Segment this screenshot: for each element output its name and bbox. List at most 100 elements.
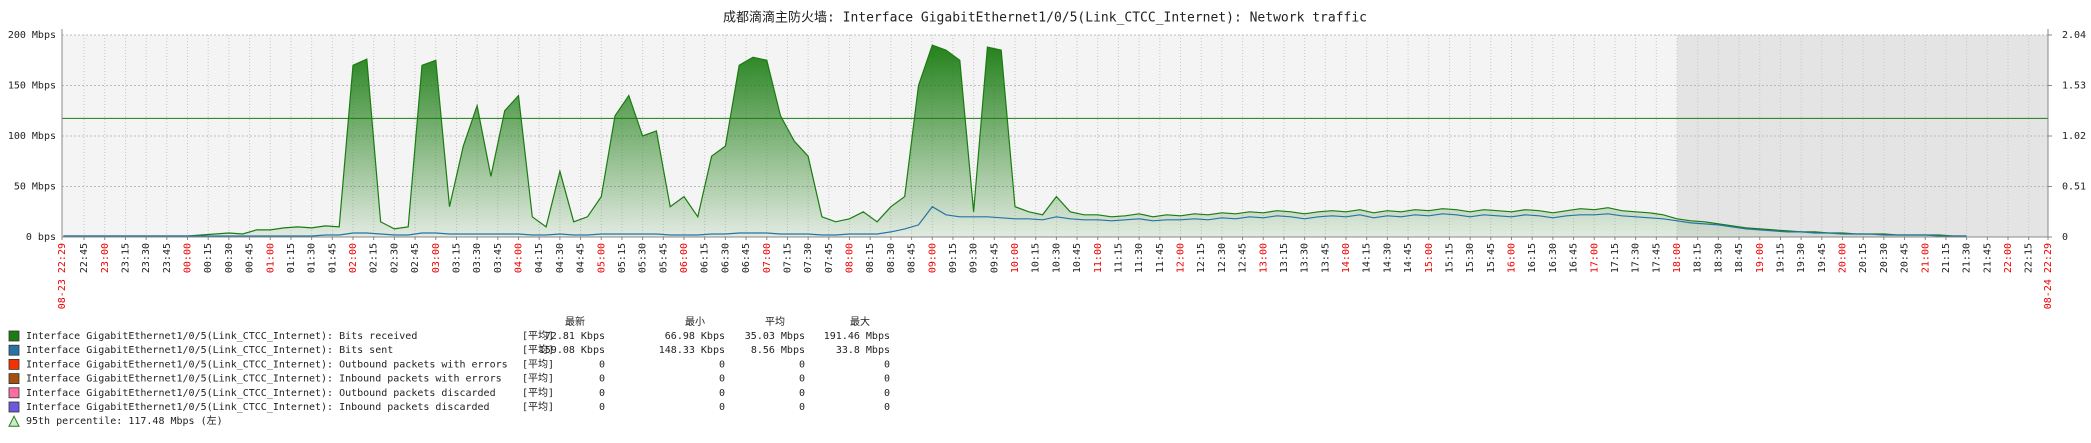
x-tick-label: 04:45 — [576, 243, 587, 273]
x-tick-label: 21:30 — [1962, 243, 1973, 273]
legend-entry: Interface GigabitEthernet1/0/5(Link_CTCC… — [26, 345, 393, 356]
x-tick-label: 17:00 — [1589, 243, 1600, 273]
legend-swatch — [8, 330, 20, 342]
legend-entry: Interface GigabitEthernet1/0/5(Link_CTCC… — [26, 402, 490, 413]
x-tick-label: 18:45 — [1734, 243, 1745, 273]
x-tick-label: 11:00 — [1093, 243, 1104, 273]
x-tick-label: 06:00 — [679, 243, 690, 273]
legend-stat: 0 — [884, 402, 890, 413]
x-tick-label: 18:15 — [1693, 243, 1704, 273]
y-tick-label: 150 Mbps — [8, 81, 56, 92]
x-tick-label: 09:45 — [989, 243, 1000, 273]
legend-stat: 0 — [799, 402, 805, 413]
line — [63, 44, 1967, 237]
x-tick-label: 22:00 — [2003, 243, 2014, 273]
legend-stat: 0 — [719, 374, 725, 385]
legend-stat: 72.81 Kbps — [545, 331, 605, 342]
x-tick-label: 20:45 — [1900, 243, 1911, 273]
y2-tick-label: 1.02 — [2062, 131, 2086, 142]
x-tick-label: 17:30 — [1631, 243, 1642, 273]
x-tick-label: 00:45 — [245, 243, 256, 273]
x-tick-label: 10:30 — [1051, 243, 1062, 273]
legend-stat: 0 — [799, 359, 805, 370]
legend-stat: 35.03 Mbps — [745, 331, 805, 342]
x-tick-label: 01:45 — [327, 243, 338, 273]
stat-header: 平均 — [765, 316, 785, 328]
y2-tick-label: 0 — [2062, 232, 2068, 243]
y-tick-label: 100 Mbps — [8, 131, 56, 142]
x-tick-label: 00:30 — [224, 243, 235, 273]
y2-tick-label: 0.51 — [2062, 182, 2086, 193]
y2-tick-label: 2.04 — [2062, 30, 2086, 41]
x-tick-label: 12:30 — [1217, 243, 1228, 273]
legend-function: [平均] — [522, 358, 554, 370]
x-tick-label: 13:45 — [1320, 243, 1331, 273]
x-tick-label: 02:30 — [389, 243, 400, 273]
line — [63, 205, 1967, 237]
x-tick-label: 03:15 — [451, 243, 462, 273]
legend-entry: Interface GigabitEthernet1/0/5(Link_CTCC… — [26, 359, 508, 370]
x-tick-label: 00:00 — [183, 243, 194, 273]
x-tick-label: 13:30 — [1300, 243, 1311, 273]
x-tick-label: 23:45 — [162, 243, 173, 273]
x-tick-label: 16:15 — [1527, 243, 1538, 273]
x-tick-label: 02:15 — [369, 243, 380, 273]
x-tick-label: 14:00 — [1341, 243, 1352, 273]
x-tick-label: 00:15 — [203, 243, 214, 273]
legend-stat: 33.8 Mbps — [836, 345, 890, 356]
x-tick-label: 04:30 — [555, 243, 566, 273]
legend-function: [平均] — [522, 344, 554, 356]
x-tick-label: 07:30 — [803, 243, 814, 273]
x-tick-label: 13:00 — [1258, 243, 1269, 273]
x-tick-label: 19:00 — [1755, 243, 1766, 273]
legend-stat: 0 — [799, 374, 805, 385]
x-tick-label: 23:15 — [120, 243, 131, 273]
x-tick-label: 16:00 — [1507, 243, 1518, 273]
x-tick-label: 10:15 — [1031, 243, 1042, 273]
legend-stat: 66.98 Kbps — [665, 331, 725, 342]
x-tick-label: 10:00 — [1010, 243, 1021, 273]
x-tick-label: 09:15 — [948, 243, 959, 273]
x-tick-label: 17:45 — [1651, 243, 1662, 273]
y2-tick-label: 1.53 — [2062, 81, 2086, 92]
x-tick-label: 06:45 — [741, 243, 752, 273]
x-tick-label: 23:30 — [141, 243, 152, 273]
legend-function: [平均] — [522, 330, 554, 342]
x-tick-label: 06:30 — [720, 243, 731, 273]
x-tick-label: 15:00 — [1424, 243, 1435, 273]
x-tick-label: 05:45 — [658, 243, 669, 273]
y-tick-label: 50 Mbps — [14, 182, 56, 193]
x-tick-label: 05:00 — [596, 243, 607, 273]
x-tick-label: 01:00 — [265, 243, 276, 273]
legend-stat: 159.08 Kbps — [539, 345, 605, 356]
x-tick-label: 13:15 — [1279, 243, 1290, 273]
legend-entry: Interface GigabitEthernet1/0/5(Link_CTCC… — [26, 374, 502, 385]
x-tick-label: 21:00 — [1920, 243, 1931, 273]
legend-swatch — [8, 373, 20, 385]
x-tick-label: 02:00 — [348, 243, 359, 273]
x-tick-label: 20:30 — [1879, 243, 1890, 273]
legend-stat: 0 — [884, 359, 890, 370]
legend-stat: 0 — [599, 402, 605, 413]
x-tick-label: 22:45 — [79, 243, 90, 273]
legend-swatch — [8, 358, 20, 370]
x-tick-label: 19:30 — [1796, 243, 1807, 273]
legend-swatch — [8, 344, 20, 356]
x-tick-label: 09:00 — [927, 243, 938, 273]
x-tick-label: 16:45 — [1569, 243, 1580, 273]
x-tick-label: 23:00 — [100, 243, 111, 273]
x-tick-label: 05:30 — [638, 243, 649, 273]
legend-function: [平均] — [522, 401, 554, 413]
x-tick-label: 11:30 — [1134, 243, 1145, 273]
x-tick-label: 10:45 — [1072, 243, 1083, 273]
x-tick-label: 01:15 — [286, 243, 297, 273]
legend-entry: Interface GigabitEthernet1/0/5(Link_CTCC… — [26, 331, 417, 342]
x-tick-label: 18:30 — [1713, 243, 1724, 273]
x-tick-label: 03:00 — [431, 243, 442, 273]
x-tick-label: 03:30 — [472, 243, 483, 273]
x-tick-label: 18:00 — [1672, 243, 1683, 273]
x-tick-label: 22:15 — [2024, 243, 2035, 273]
legend-function: [平均] — [522, 373, 554, 385]
x-tick-label: 07:15 — [782, 243, 793, 273]
stat-header: 最新 — [565, 315, 585, 328]
